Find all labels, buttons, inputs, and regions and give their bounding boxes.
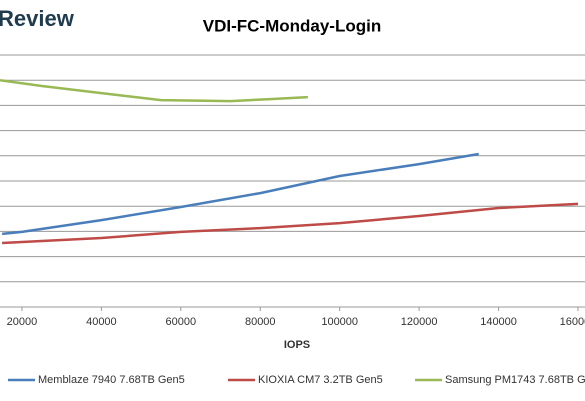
- x-tick-label: 40000: [86, 316, 117, 328]
- x-tick-label: 80000: [245, 316, 276, 328]
- x-tick-label: 100000: [321, 316, 358, 328]
- legend-label: Samsung PM1743 7.68TB Gen5: [445, 374, 585, 386]
- x-tick-label: 20000: [7, 316, 38, 328]
- x-axis-title: IOPS: [284, 339, 310, 351]
- x-tick-label: 140000: [480, 316, 517, 328]
- x-tick-label: 160000: [560, 316, 585, 328]
- series-line: [2, 202, 579, 245]
- legend-label: Memblaze 7940 7.68TB Gen5: [38, 374, 185, 386]
- series-line: [1, 152, 479, 236]
- x-tick-label: 120000: [401, 316, 438, 328]
- logo: Review: [0, 6, 75, 31]
- series-line: [0, 78, 308, 103]
- legend-label: KIOXIA CM7 3.2TB Gen5: [258, 374, 383, 386]
- x-tick-label: 60000: [166, 316, 197, 328]
- chart-title: VDI-FC-Monday-Login: [203, 16, 381, 35]
